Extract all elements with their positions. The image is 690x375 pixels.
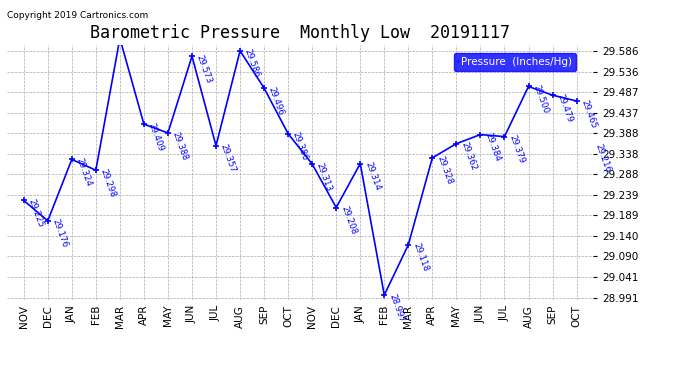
Text: 29.328: 29.328 <box>435 155 454 186</box>
Text: 29.298: 29.298 <box>99 168 117 199</box>
Text: 29.465: 29.465 <box>580 98 598 129</box>
Text: 29.216: 29.216 <box>593 142 612 174</box>
Text: 29.225: 29.225 <box>26 198 46 229</box>
Text: 29.388: 29.388 <box>170 130 190 161</box>
Text: 28.997: 28.997 <box>387 292 406 323</box>
Text: 29.500: 29.500 <box>531 84 550 115</box>
Text: 29.616: 29.616 <box>0 374 1 375</box>
Text: 29.357: 29.357 <box>219 143 237 174</box>
Text: 29.362: 29.362 <box>459 141 478 172</box>
Text: 29.496: 29.496 <box>267 86 286 117</box>
Text: 29.573: 29.573 <box>195 53 213 85</box>
Text: Copyright 2019 Cartronics.com: Copyright 2019 Cartronics.com <box>7 11 148 20</box>
Text: 29.479: 29.479 <box>555 92 574 123</box>
Text: 29.386: 29.386 <box>291 131 310 162</box>
Text: 29.176: 29.176 <box>50 218 69 249</box>
Text: 29.324: 29.324 <box>75 157 93 188</box>
Text: 29.384: 29.384 <box>483 132 502 163</box>
Text: 29.379: 29.379 <box>507 134 526 165</box>
Legend: Pressure  (Inches/Hg): Pressure (Inches/Hg) <box>454 53 576 71</box>
Text: 29.208: 29.208 <box>339 205 357 236</box>
Text: 29.118: 29.118 <box>411 242 430 273</box>
Text: 29.409: 29.409 <box>147 122 166 153</box>
Text: 29.314: 29.314 <box>363 161 382 192</box>
Title: Barometric Pressure  Monthly Low  20191117: Barometric Pressure Monthly Low 20191117 <box>90 24 510 42</box>
Text: 29.586: 29.586 <box>243 48 262 79</box>
Text: 29.313: 29.313 <box>315 161 334 192</box>
